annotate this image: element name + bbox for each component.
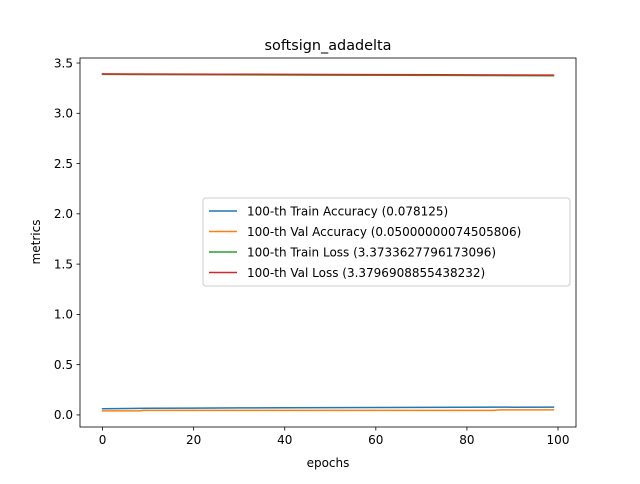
legend-label: 100-th Train Accuracy (0.078125): [247, 204, 448, 218]
y-axis-ticks: 0.0 0.5 1.0 1.5 2.0 2.5 3.0 3.5: [54, 56, 80, 422]
x-axis-ticks: 0 20 40 60 80 100: [99, 427, 570, 447]
legend: 100-th Train Accuracy (0.078125) 100-th V…: [202, 197, 571, 287]
y-tick-label: 1.0: [54, 308, 73, 322]
y-tick-label: 2.5: [54, 157, 73, 171]
x-tick-label: 60: [368, 433, 383, 447]
series-line-3: [101, 73, 555, 76]
y-tick-label: 0.5: [54, 358, 73, 372]
series-line-1: [101, 409, 555, 412]
y-tick-label: 0.0: [54, 408, 73, 422]
legend-label: 100-th Val Accuracy (0.05000000074505806…: [247, 225, 521, 239]
series-lines: [101, 73, 555, 412]
y-axis-label: metrics: [29, 220, 43, 265]
y-tick-label: 2.0: [54, 207, 73, 221]
legend-frame: [202, 197, 571, 287]
x-tick-label: 40: [277, 433, 292, 447]
axes-border: [79, 57, 577, 428]
x-tick-label: 20: [186, 433, 201, 447]
chart-title: softsign_adadelta: [265, 38, 392, 54]
x-tick-label: 0: [99, 433, 107, 447]
x-tick-label: 100: [547, 433, 570, 447]
y-tick-label: 1.5: [54, 257, 73, 271]
y-tick-label: 3.5: [54, 56, 73, 70]
legend-label: 100-th Train Loss (3.3733627796173096): [247, 245, 496, 259]
series-line-0: [101, 406, 555, 410]
legend-label: 100-th Val Loss (3.3796908855438232): [247, 266, 485, 280]
x-axis-label: epochs: [307, 456, 350, 470]
y-tick-label: 3.0: [54, 107, 73, 121]
legend-entries: 100-th Train Accuracy (0.078125) 100-th V…: [209, 204, 521, 280]
x-tick-label: 80: [459, 433, 474, 447]
